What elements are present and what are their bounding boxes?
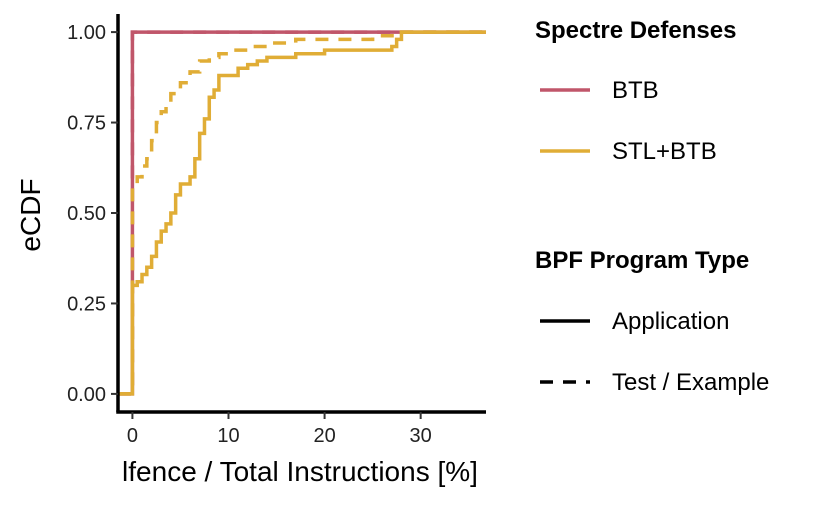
series-line-stl-btb-application xyxy=(118,30,486,396)
x-tick-label: 10 xyxy=(217,425,239,447)
x-tick-label: 20 xyxy=(313,425,335,447)
legend-label-test-example: Test / Example xyxy=(612,369,769,396)
y-tick-label: 0.25 xyxy=(67,293,106,315)
y-axis-title: eCDF xyxy=(15,178,46,251)
x-axis-title: lfence / Total Instructions [%] xyxy=(122,456,478,487)
series-lines xyxy=(118,30,486,396)
legend-title-defenses: Spectre Defenses xyxy=(535,17,736,44)
y-ticks: 0.00 0.25 0.50 0.75 1.00 xyxy=(67,22,118,406)
legend-title-program-type: BPF Program Type xyxy=(535,247,749,274)
y-tick-label: 1.00 xyxy=(67,22,106,44)
legend: Spectre Defenses BTB STL+BTB BPF Program… xyxy=(535,17,769,396)
y-tick-label: 0.00 xyxy=(67,384,106,406)
series-line-stl-btb-test-example xyxy=(118,30,486,396)
x-tick-label: 30 xyxy=(410,425,432,447)
x-ticks: 0 10 20 30 xyxy=(127,412,432,447)
legend-label-btb: BTB xyxy=(612,77,659,104)
legend-label-application: Application xyxy=(612,308,729,335)
legend-label-stl-btb: STL+BTB xyxy=(612,138,717,165)
y-tick-label: 0.75 xyxy=(67,113,106,135)
y-tick-label: 0.50 xyxy=(67,203,106,225)
x-tick-label: 0 xyxy=(127,425,138,447)
